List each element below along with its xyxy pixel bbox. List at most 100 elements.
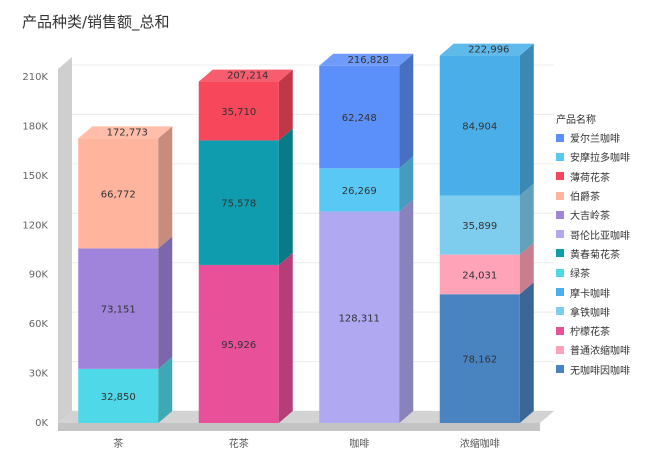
legend-swatch xyxy=(556,152,564,161)
y-tick-label: 180K xyxy=(22,121,48,132)
left-wall xyxy=(58,57,72,423)
bar-top xyxy=(198,69,293,82)
legend-swatch xyxy=(556,345,564,354)
bar-segment-side xyxy=(399,199,414,423)
bar-segment-side xyxy=(278,252,293,423)
data-label: 66,772 xyxy=(101,189,136,200)
legend-swatch xyxy=(556,326,564,335)
legend-swatch xyxy=(556,210,564,219)
data-label: 95,926 xyxy=(221,340,256,351)
bar-segment xyxy=(78,248,159,369)
legend-label: 普通浓缩咖啡 xyxy=(570,346,630,358)
data-label: 26,269 xyxy=(342,186,377,197)
bar-segment-side xyxy=(278,69,293,141)
bar-top xyxy=(78,126,173,139)
bar-segment-side xyxy=(158,356,173,423)
y-tick-label: 90K xyxy=(29,270,49,281)
total-label: 172,773 xyxy=(107,127,148,138)
legend-swatch xyxy=(556,172,564,181)
legend-item[interactable]: 摩卡咖啡 xyxy=(556,282,656,301)
bar-segment-side xyxy=(519,242,534,295)
data-label: 78,162 xyxy=(462,355,497,366)
bar-segment xyxy=(198,264,279,423)
legend-title: 产品名称 xyxy=(556,115,596,126)
legend-item[interactable]: 大吉岭茶 xyxy=(556,205,656,224)
legend-swatch xyxy=(556,268,564,277)
bar-segment-side xyxy=(278,128,293,265)
legend-item[interactable]: 柠檬花茶 xyxy=(556,321,656,340)
legend-label: 黄春菊花茶 xyxy=(570,249,620,261)
legend-items: 爱尔兰咖啡安摩拉多咖啡 薄荷花茶伯爵茶大吉岭茶哥伦比亚咖啡 黄春菊花茶绿茶摩卡咖啡拿… xyxy=(556,128,656,379)
legend-item[interactable]: 薄荷花茶 xyxy=(556,167,656,186)
x-tick-label: 咖啡 xyxy=(349,438,369,450)
data-label: 24,031 xyxy=(462,270,497,281)
total-label: 216,828 xyxy=(348,55,389,66)
bar-segment-side xyxy=(519,183,534,255)
legend-swatch xyxy=(556,288,564,297)
y-tick-label: 0K xyxy=(35,418,48,429)
legend-label: 爱尔兰咖啡 xyxy=(570,134,620,146)
bar-segment xyxy=(439,294,520,423)
bar-segment-side xyxy=(158,126,173,249)
total-label: 207,214 xyxy=(227,71,268,82)
bar-segment xyxy=(319,211,400,423)
bar-segment xyxy=(439,55,520,196)
bar-segment xyxy=(439,254,520,295)
bar-segment xyxy=(78,138,159,249)
x-tick-label: 浓缩咖啡 xyxy=(460,437,500,450)
bar-segment-side xyxy=(158,236,173,369)
bar-segment xyxy=(198,140,279,265)
legend-item[interactable]: 黄春菊花茶 xyxy=(556,244,656,263)
bar-segment-side xyxy=(519,43,534,196)
bar-segment xyxy=(319,168,400,212)
legend-label: 大吉岭茶 xyxy=(570,211,610,223)
y-tick-label: 210K xyxy=(22,72,48,83)
data-label: 84,904 xyxy=(462,122,497,133)
legend-label: 绿茶 xyxy=(570,269,590,281)
bar-top xyxy=(439,43,534,56)
data-label: 128,311 xyxy=(339,313,380,324)
bar-segment-side xyxy=(519,282,534,423)
legend-swatch xyxy=(556,249,564,258)
legend: 产品名称 爱尔兰咖啡安摩拉多咖啡 薄荷花茶伯爵茶大吉岭茶哥伦比亚咖啡 黄春菊花茶绿茶… xyxy=(556,114,656,379)
legend-item[interactable]: 绿茶 xyxy=(556,263,656,282)
x-tick-label: 茶 xyxy=(113,437,123,450)
data-label: 73,151 xyxy=(101,305,136,316)
data-label: 35,710 xyxy=(221,107,256,118)
bar-segment xyxy=(198,81,279,141)
y-tick-label: 120K xyxy=(22,220,48,231)
legend-swatch xyxy=(556,133,564,142)
legend-swatch xyxy=(556,365,564,374)
legend-item[interactable]: 普通浓缩咖啡 xyxy=(556,340,656,359)
legend-label: 伯爵茶 xyxy=(570,192,600,204)
bar-segment xyxy=(78,368,159,423)
bar-segment-side xyxy=(399,156,414,212)
legend-item[interactable]: 无咖啡因咖啡 xyxy=(556,360,656,379)
bar-segment xyxy=(319,65,400,169)
legend-item[interactable]: 拿铁咖啡 xyxy=(556,302,656,321)
y-tick-label: 30K xyxy=(29,369,49,380)
legend-label: 安摩拉多咖啡 xyxy=(570,153,630,165)
legend-label: 哥伦比亚咖啡 xyxy=(570,230,630,242)
total-label: 222,996 xyxy=(468,45,509,56)
legend-swatch xyxy=(556,191,564,200)
chart-title: 产品种类/销售额_总和 xyxy=(22,13,170,31)
legend-item[interactable]: 爱尔兰咖啡 xyxy=(556,128,656,147)
legend-item[interactable]: 哥伦比亚咖啡 xyxy=(556,224,656,243)
bar-top xyxy=(319,53,414,66)
floor xyxy=(58,411,554,423)
legend-label: 拿铁咖啡 xyxy=(570,307,610,319)
legend-label: 摩卡咖啡 xyxy=(570,288,610,300)
legend-swatch xyxy=(556,230,564,239)
legend-label: 薄荷花茶 xyxy=(570,172,610,184)
legend-label: 柠檬花茶 xyxy=(570,327,610,339)
data-label: 35,899 xyxy=(462,221,497,232)
legend-item[interactable]: 安摩拉多咖啡 xyxy=(556,147,656,166)
data-label: 32,850 xyxy=(101,392,136,403)
y-tick-label: 60K xyxy=(29,319,49,330)
bar-segment-side xyxy=(399,53,414,169)
data-label: 75,578 xyxy=(221,199,256,210)
floor-front xyxy=(58,423,540,431)
legend-item[interactable]: 伯爵茶 xyxy=(556,186,656,205)
